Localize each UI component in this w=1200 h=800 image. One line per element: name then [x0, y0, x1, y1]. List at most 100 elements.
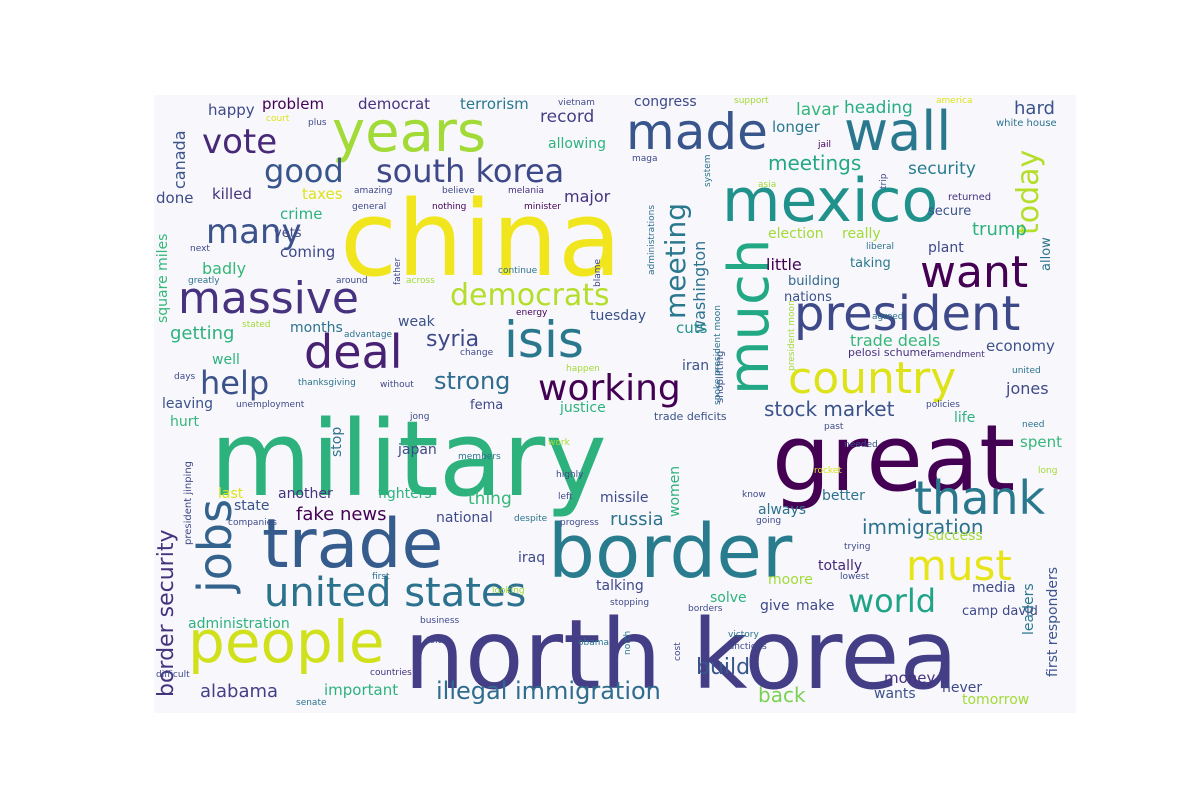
word: members [458, 452, 501, 462]
word: congress [634, 95, 697, 110]
word: women [667, 465, 683, 517]
word: court [266, 114, 290, 124]
word: good [264, 152, 344, 190]
word: asia [758, 180, 777, 190]
word: meetings [768, 151, 862, 175]
word: done [156, 189, 194, 207]
word: needed [844, 440, 878, 450]
word: work [548, 438, 570, 448]
word: happy [208, 101, 255, 119]
word: first responders [1045, 566, 1061, 677]
word: meeting [659, 202, 692, 319]
word: japan [398, 442, 437, 458]
word: father [393, 257, 403, 285]
word: looking [492, 586, 525, 596]
word: trade [262, 505, 444, 584]
word: america [936, 96, 973, 106]
word: world [848, 582, 937, 620]
word: agreed [872, 312, 904, 322]
word: great [772, 405, 1016, 512]
word: rocket [814, 466, 842, 476]
word: south korea [376, 152, 565, 190]
word: nothing [432, 202, 467, 212]
word: administrations [647, 204, 657, 275]
word: alabama [200, 681, 279, 702]
word: well [212, 352, 240, 368]
word: stopping [610, 598, 650, 608]
word: working [538, 368, 681, 409]
word: building [788, 274, 841, 289]
word: plant [928, 240, 964, 256]
word: canada [170, 130, 189, 189]
word: jail [818, 140, 832, 150]
word: thanksgiving [298, 378, 356, 388]
word: vets [274, 226, 302, 241]
word: country [788, 353, 957, 404]
word: united states [264, 570, 527, 616]
word: totally [818, 558, 863, 574]
word: economy [986, 337, 1055, 355]
word: pelosi schumer [848, 346, 932, 359]
word: minister [524, 202, 561, 212]
word: cost [673, 642, 683, 661]
word: give [760, 598, 790, 614]
word: really [842, 226, 881, 242]
word: last [218, 486, 244, 502]
word: wall [844, 100, 952, 163]
word: always [758, 502, 807, 518]
word: record [540, 107, 595, 127]
word: white house [996, 118, 1057, 129]
word: nations [784, 290, 832, 305]
word: first [372, 572, 390, 582]
word: deal [304, 325, 403, 379]
word: military [210, 398, 607, 520]
word: must [906, 541, 1012, 590]
word: strong [434, 367, 511, 395]
word: vote [202, 122, 278, 162]
word: long [1038, 466, 1058, 476]
word: taxes [302, 185, 343, 203]
word: russia [610, 509, 664, 530]
word: democrat [358, 95, 431, 113]
word: state [234, 498, 270, 514]
word: amendment [930, 350, 985, 360]
word: administration [188, 616, 290, 632]
word: vietnam [558, 98, 595, 108]
word: mexico [722, 166, 939, 236]
word: money [884, 669, 936, 687]
word: make [796, 598, 835, 614]
word: across [406, 276, 435, 286]
word: square miles [155, 233, 171, 323]
word: security [908, 159, 976, 179]
word: heading [844, 98, 913, 118]
word: fighters [378, 486, 432, 502]
word: allowing [548, 136, 607, 152]
word: crime [280, 205, 323, 223]
word: united [1012, 366, 1041, 376]
word: democrats [450, 278, 610, 313]
word: business [420, 616, 460, 626]
word: want [920, 247, 1029, 298]
word: build [696, 655, 751, 680]
word: companies [228, 518, 277, 528]
word: terrorism [460, 95, 529, 113]
word: unemployment [236, 400, 305, 410]
word: lowest [840, 572, 870, 582]
word: missile [600, 490, 649, 506]
word: camp david [962, 604, 1038, 619]
word: continue [498, 266, 538, 276]
word: life [954, 410, 976, 426]
word: moore [768, 572, 813, 588]
word: left [558, 492, 573, 502]
word: election [768, 226, 824, 242]
word: advantage [344, 330, 393, 340]
word: allow [1039, 237, 1054, 271]
word: president [794, 286, 1021, 342]
word: people [188, 608, 385, 676]
word: countries [370, 668, 412, 678]
word: made [626, 103, 768, 161]
word: greatly [188, 276, 220, 286]
word: happen [566, 364, 600, 374]
word: progress [560, 518, 599, 528]
word: never [942, 680, 983, 696]
